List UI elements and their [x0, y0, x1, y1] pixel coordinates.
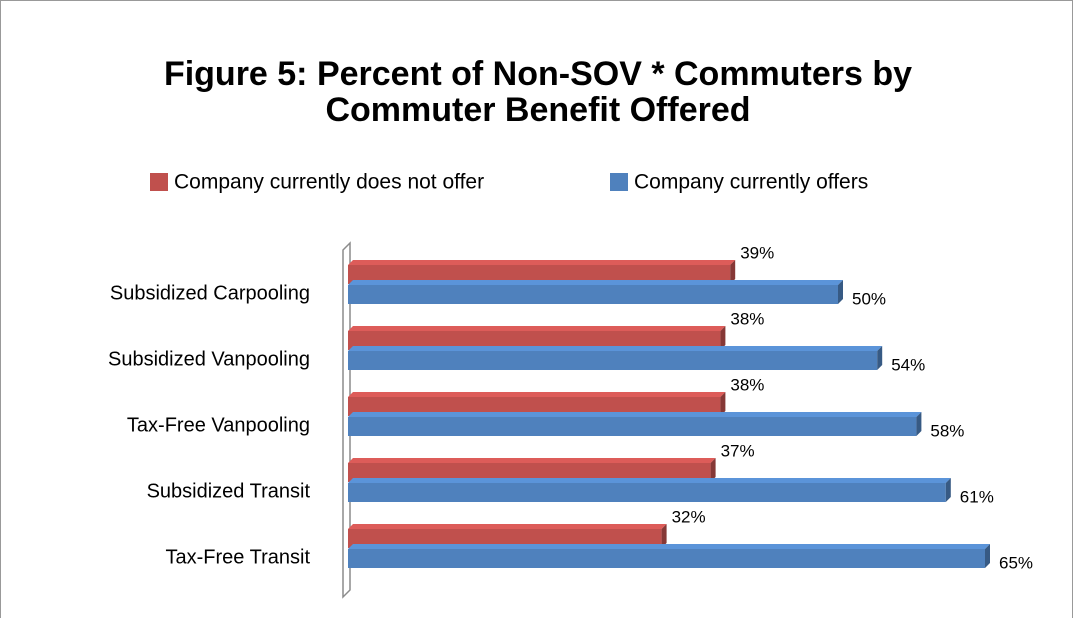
category-label: Subsidized Carpooling [110, 282, 310, 304]
bar [348, 483, 946, 502]
bar [348, 331, 721, 350]
value-label: 54% [891, 355, 925, 374]
bar-top [348, 524, 667, 529]
value-label: 61% [960, 487, 994, 506]
bar-top [348, 346, 883, 351]
legend-label: Company currently does not offer [174, 171, 484, 194]
legend-swatch [150, 173, 168, 191]
bar [348, 285, 838, 304]
bar [348, 265, 731, 284]
category-label: Tax-Free Vanpooling [127, 414, 310, 436]
value-label: 58% [930, 421, 964, 440]
category-label: Subsidized Transit [147, 480, 311, 502]
value-label: 50% [852, 289, 886, 308]
bar-side [730, 260, 736, 284]
value-label: 37% [721, 441, 755, 460]
legend-swatch [610, 173, 628, 191]
bar-side [916, 412, 922, 436]
bar-side [877, 346, 883, 370]
bar-side [985, 544, 990, 568]
bar [348, 351, 878, 370]
bar-side [945, 478, 951, 502]
value-label: 65% [999, 553, 1033, 572]
bar-side [720, 326, 726, 350]
category-label: Tax-Free Transit [166, 546, 311, 568]
bar-top [348, 544, 990, 549]
bar [348, 529, 662, 548]
bar-top [348, 412, 922, 417]
value-label: 32% [672, 507, 706, 526]
bar-top [348, 392, 726, 397]
bar-side [720, 392, 726, 416]
bar-top [348, 326, 726, 331]
bar [348, 463, 711, 482]
chart-title-line2: Commuter Benefit Offered [325, 91, 750, 129]
bar-side [838, 280, 843, 304]
chart-title: Figure 5: Percent of Non-SOV * Commuters… [164, 55, 912, 93]
category-label: Subsidized Vanpooling [108, 348, 310, 370]
bar [348, 549, 985, 568]
legend-label: Company currently offers [634, 171, 868, 194]
bar [348, 397, 721, 416]
bar-side [710, 458, 716, 482]
value-label: 38% [730, 309, 764, 328]
bar-top [348, 260, 736, 265]
bar-side [661, 524, 667, 548]
bar-top [348, 280, 843, 285]
value-label: 38% [730, 375, 764, 394]
bar [348, 417, 917, 436]
value-label: 39% [740, 243, 774, 262]
bar-top [348, 478, 951, 483]
bar-top [348, 458, 716, 463]
